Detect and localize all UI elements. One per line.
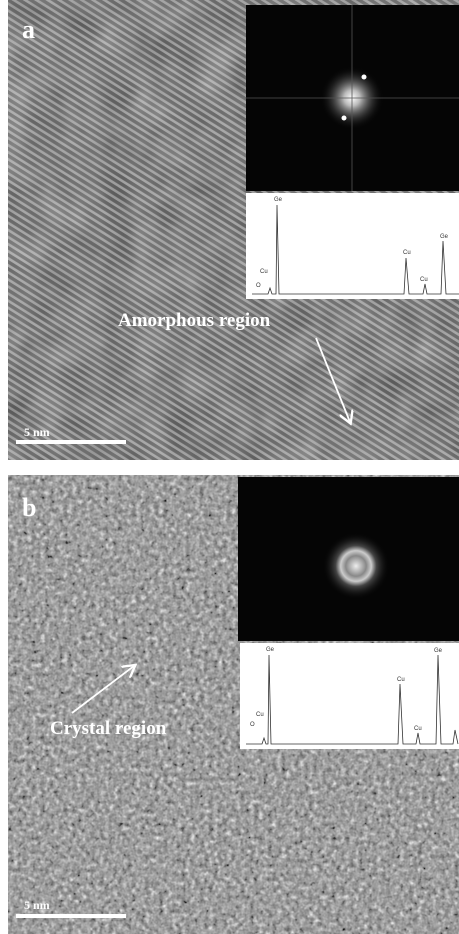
eds-inset — [240, 643, 459, 749]
annotation: Crystal region — [50, 718, 167, 739]
annotation: Amorphous region — [118, 310, 271, 331]
scale-bar — [16, 914, 126, 918]
peak-label: Ge — [274, 197, 283, 203]
panel-a: a Cu O Ge Cu Cu Ge Amorphous region 5 nm — [8, 0, 459, 460]
peak-label: O — [256, 283, 261, 289]
peak-label: Cu — [260, 269, 268, 275]
fft-center — [322, 532, 390, 600]
peak-label: Ge — [266, 647, 275, 653]
scale-bar-label: 5 nm — [24, 425, 50, 439]
peak-label: Ge — [434, 648, 443, 654]
panel-label: b — [22, 493, 36, 522]
peak-label: Cu — [420, 277, 428, 283]
decoration — [362, 75, 367, 80]
panel-b: b O Cu Ge Cu Cu Ge Crystal region 5 nm — [8, 475, 459, 934]
peak-label: Ge — [440, 234, 449, 240]
scale-bar — [16, 440, 126, 444]
scale-bar-label: 5 nm — [24, 898, 50, 912]
peak-label: Cu — [403, 250, 411, 256]
figure: a Cu O Ge Cu Cu Ge Amorphous region 5 nm… — [0, 0, 459, 934]
peak-label: O — [250, 722, 255, 728]
peak-label: Cu — [397, 677, 405, 683]
page: a Cu O Ge Cu Cu Ge Amorphous region 5 nm… — [0, 0, 459, 934]
decoration — [342, 116, 347, 121]
peak-label: Cu — [414, 726, 422, 732]
peak-label: Cu — [256, 712, 264, 718]
panel-label: a — [22, 15, 35, 44]
